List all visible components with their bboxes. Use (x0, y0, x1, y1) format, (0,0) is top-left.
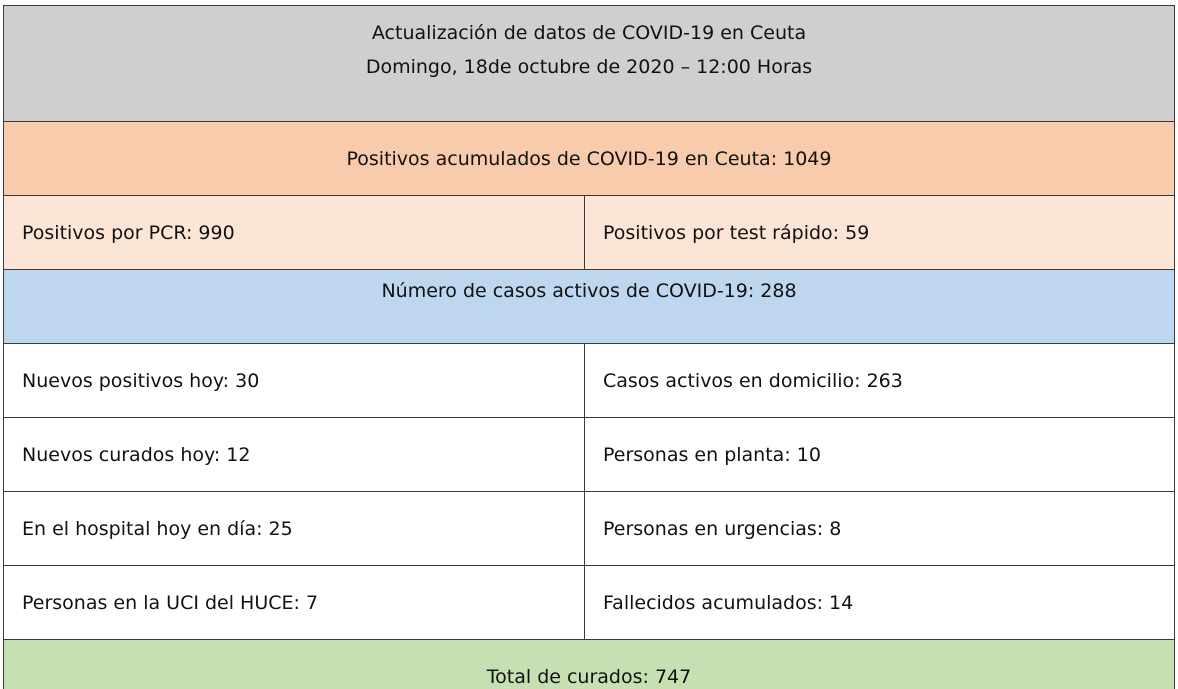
new-recovered-today: Nuevos curados hoy: 12 (4, 418, 585, 491)
rapid-test-positives: Positivos por test rápido: 59 (603, 221, 870, 244)
detail-row: Personas en la UCI del HUCE: 7 Fallecido… (4, 566, 1174, 640)
active-cases: Número de casos activos de COVID-19: 288 (381, 280, 797, 302)
new-positives-today: Nuevos positivos hoy: 30 (4, 344, 585, 417)
header-cell: Actualización de datos de COVID-19 en Ce… (4, 6, 1174, 121)
accumulated-deaths: Fallecidos acumulados: 14 (603, 591, 854, 614)
report-date: Domingo, 18de octubre de 2020 – 12:00 Ho… (365, 56, 813, 78)
in-hospital-today: En el hospital hoy en día: 25 (4, 492, 585, 565)
active-at-home: Casos activos en domicilio: 263 (603, 369, 903, 392)
active-cases-row: Número de casos activos de COVID-19: 288 (4, 270, 1174, 344)
detail-row: Nuevos positivos hoy: 30 Casos activos e… (4, 344, 1174, 418)
positives-split-row: Positivos por PCR: 990 Positivos por tes… (4, 196, 1174, 270)
header-row: Actualización de datos de COVID-19 en Ce… (4, 6, 1174, 122)
report-table: Actualización de datos de COVID-19 en Ce… (3, 5, 1175, 689)
total-recovered: Total de curados: 747 (486, 666, 692, 688)
pcr-positives: Positivos por PCR: 990 (4, 196, 585, 269)
persons-in-icu: Personas en la UCI del HUCE: 7 (4, 566, 585, 639)
recovered-row: Total de curados: 747 (4, 640, 1174, 689)
persons-in-emergency: Personas en urgencias: 8 (603, 517, 842, 540)
report-title: Actualización de datos de COVID-19 en Ce… (371, 22, 807, 44)
persons-in-ward: Personas en planta: 10 (603, 443, 821, 466)
accumulated-row: Positivos acumulados de COVID-19 en Ceut… (4, 122, 1174, 196)
detail-row: En el hospital hoy en día: 25 Personas e… (4, 492, 1174, 566)
accumulated-positives: Positivos acumulados de COVID-19 en Ceut… (346, 147, 832, 170)
detail-row: Nuevos curados hoy: 12 Personas en plant… (4, 418, 1174, 492)
